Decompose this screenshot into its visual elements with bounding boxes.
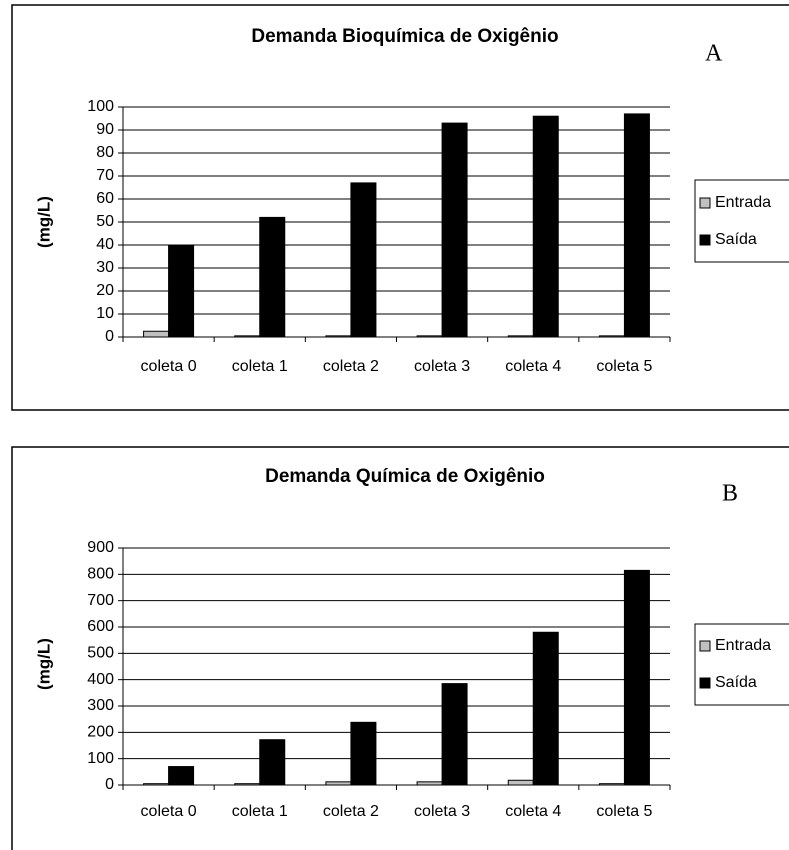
legend-swatch <box>699 677 711 689</box>
x-tick-label: coleta 0 <box>141 358 197 375</box>
chart-title: Demanda Bioquímica de Oxigênio <box>251 26 558 47</box>
y-tick-label: 60 <box>96 190 114 207</box>
x-tick-label: coleta 2 <box>323 803 379 820</box>
bar <box>350 721 377 786</box>
y-tick-label: 900 <box>87 539 114 556</box>
x-tick-label: coleta 0 <box>141 803 197 820</box>
y-tick-label: 300 <box>87 697 114 714</box>
y-tick-label: 70 <box>96 167 114 184</box>
bar <box>441 683 468 786</box>
chart-title: Demanda Química de Oxigênio <box>265 466 545 487</box>
y-axis-label: (mg/L) <box>34 638 53 690</box>
x-tick-label: coleta 3 <box>414 803 470 820</box>
y-tick-label: 50 <box>96 213 114 230</box>
y-tick-label: 80 <box>96 144 114 161</box>
y-tick-label: 600 <box>87 618 114 635</box>
legend-label: Entrada <box>715 194 771 211</box>
x-tick-label: coleta 4 <box>505 803 561 820</box>
y-tick-label: 800 <box>87 566 114 583</box>
legend-label: Saída <box>715 231 757 248</box>
x-tick-label: coleta 5 <box>596 803 652 820</box>
y-tick-label: 30 <box>96 259 114 276</box>
y-tick-label: 0 <box>105 776 114 793</box>
annotation: A <box>705 41 723 67</box>
y-tick-label: 700 <box>87 592 114 609</box>
y-tick-label: 400 <box>87 671 114 688</box>
y-tick-label: 0 <box>105 328 114 345</box>
annotation: B <box>722 481 738 507</box>
bar <box>168 766 195 786</box>
x-tick-label: coleta 4 <box>505 358 561 375</box>
bar <box>259 216 286 338</box>
bar <box>259 739 286 786</box>
bar <box>441 122 468 338</box>
legend-box <box>694 179 789 263</box>
bar <box>623 569 650 786</box>
chart-frame <box>11 4 789 411</box>
legend-label: Saída <box>715 674 757 691</box>
legend-label: Entrada <box>715 637 771 654</box>
legend-swatch <box>699 234 711 246</box>
x-tick-label: coleta 3 <box>414 358 470 375</box>
x-tick-label: coleta 1 <box>232 358 288 375</box>
y-tick-label: 200 <box>87 724 114 741</box>
y-tick-label: 20 <box>96 282 114 299</box>
legend-swatch <box>699 197 711 209</box>
bar <box>168 244 195 338</box>
x-tick-label: coleta 2 <box>323 358 379 375</box>
legend-box <box>694 623 789 706</box>
x-tick-label: coleta 1 <box>232 803 288 820</box>
y-tick-label: 500 <box>87 645 114 662</box>
bar <box>507 779 534 786</box>
y-tick-label: 40 <box>96 236 114 253</box>
y-axis-label: (mg/L) <box>34 196 53 248</box>
legend-swatch <box>699 640 711 652</box>
y-tick-label: 10 <box>96 305 114 322</box>
chart-frame <box>11 446 789 850</box>
y-tick-label: 90 <box>96 121 114 138</box>
x-tick-label: coleta 5 <box>596 358 652 375</box>
y-tick-label: 100 <box>87 750 114 767</box>
bar <box>532 115 559 338</box>
bar <box>350 182 377 338</box>
bar <box>532 631 559 786</box>
y-tick-label: 100 <box>87 98 114 115</box>
bar <box>143 330 170 338</box>
bar <box>623 113 650 338</box>
